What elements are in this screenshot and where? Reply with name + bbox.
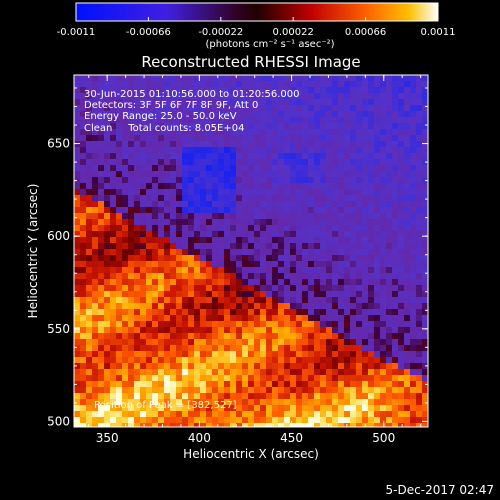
y-tick-label: 650 bbox=[47, 137, 70, 151]
x-tick-label: 400 bbox=[188, 431, 211, 445]
colorbar-unit-label: (photons cm⁻² s⁻¹ asec⁻²) bbox=[205, 39, 334, 50]
y-tick-label: 500 bbox=[47, 414, 70, 428]
y-axis-label: Heliocentric Y (arcsec) bbox=[26, 184, 40, 319]
y-axis-ticks: 500 550 600 650 bbox=[47, 87, 428, 428]
peak-position-label: Position of Peak = [382,527] bbox=[94, 400, 237, 411]
x-tick-label: 500 bbox=[372, 431, 395, 445]
colorbar-tick-label: 0.00066 bbox=[345, 27, 386, 38]
annotation-energy: Energy Range: 25.0 - 50.0 keV bbox=[84, 111, 237, 122]
annotation-detectors: Detectors: 3F 5F 6F 7F 8F 9F, Att 0 bbox=[84, 100, 258, 111]
annotation-clean: Clean Total counts: 8.05E+04 bbox=[84, 123, 244, 134]
footer-date: 5-Dec-2017 02:47 bbox=[386, 483, 494, 497]
peak-label: Position of Peak = bbox=[94, 400, 187, 411]
colorbar: -0.0011 -0.00066 -0.00022 0.00022 0.00066 0.0… bbox=[57, 2, 456, 50]
annotation-block: 30-Jun-2015 01:10:56.000 to 01:20:56.000… bbox=[84, 89, 300, 134]
colorbar-tick-label: -0.0011 bbox=[57, 27, 96, 38]
y-tick-label: 550 bbox=[47, 322, 70, 336]
colorbar-tick-label: -0.00022 bbox=[198, 27, 243, 38]
x-tick-label: 350 bbox=[96, 431, 119, 445]
colorbar-tick-label: 0.00022 bbox=[273, 27, 314, 38]
peak-value: [382,527] bbox=[187, 400, 236, 411]
y-tick-label: 600 bbox=[47, 229, 70, 243]
chart-title: Reconstructed RHESSI Image bbox=[141, 53, 360, 71]
colorbar-ticks: -0.0011 -0.00066 -0.00022 0.00022 0.00066 0.0… bbox=[57, 17, 456, 38]
plot-frame bbox=[73, 74, 429, 428]
x-axis-ticks: 350 400 450 500 bbox=[88, 75, 422, 445]
x-tick-label: 450 bbox=[280, 431, 303, 445]
colorbar-tick-label: 0.0011 bbox=[421, 27, 456, 38]
colorbar-gradient bbox=[75, 2, 439, 22]
heatmap-cells bbox=[74, 75, 428, 427]
x-axis-label: Heliocentric X (arcsec) bbox=[183, 447, 319, 461]
annotation-time: 30-Jun-2015 01:10:56.000 to 01:20:56.000 bbox=[84, 89, 300, 100]
colorbar-tick-label: -0.00066 bbox=[126, 27, 171, 38]
